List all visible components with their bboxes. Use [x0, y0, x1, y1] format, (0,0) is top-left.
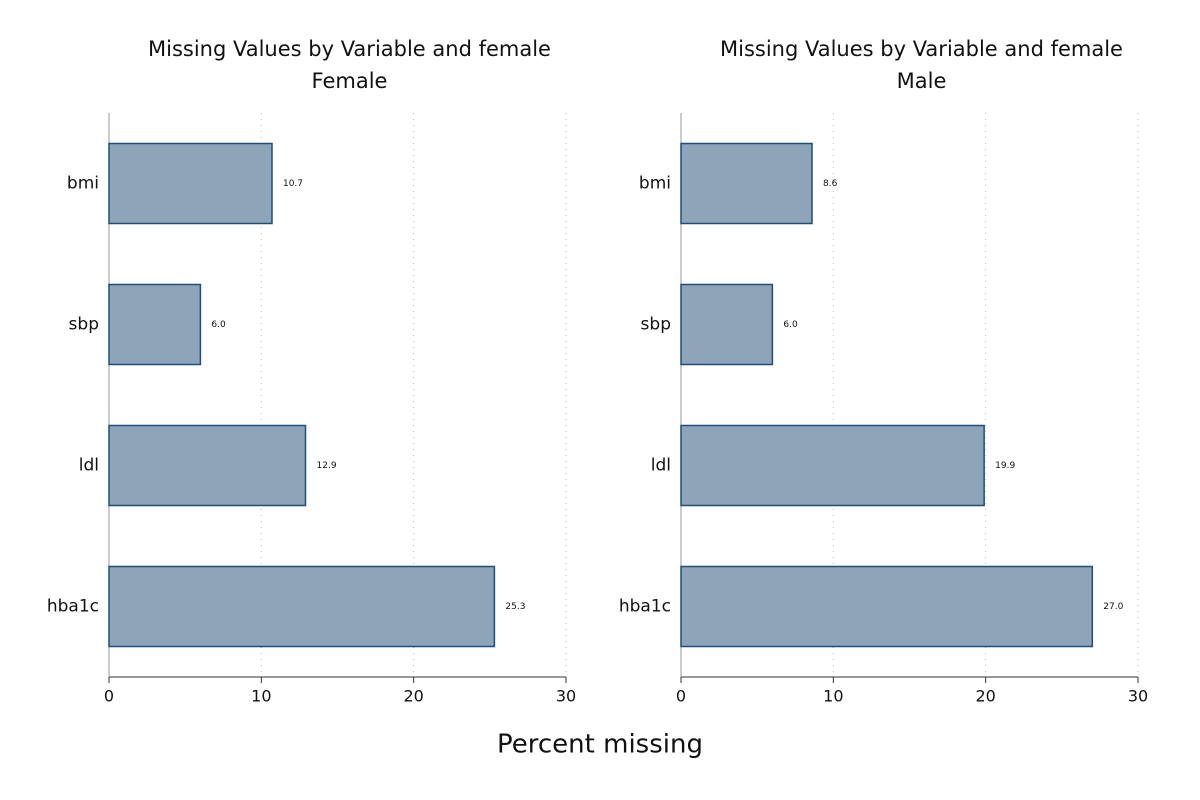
y-tick-label: sbp: [69, 315, 99, 335]
y-tick-label: bmi: [639, 174, 671, 194]
y-tick-label: bmi: [67, 174, 99, 194]
y-tick-label: hba1c: [47, 597, 99, 617]
bar: [108, 424, 307, 507]
x-tick-label: 10: [823, 687, 843, 706]
y-tick-label: sbp: [641, 315, 671, 335]
bar: [680, 283, 774, 366]
data-label: 25.3: [505, 602, 525, 612]
bar: [108, 565, 496, 648]
y-tick-label: ldl: [651, 456, 671, 476]
data-label: 27.0: [1103, 602, 1123, 612]
bar: [108, 142, 273, 225]
chart-title: Missing Values by Variable and female: [148, 37, 551, 61]
y-tick-label: hba1c: [619, 597, 671, 617]
x-tick-label: 0: [676, 687, 686, 706]
chart-subtitle: Female: [312, 69, 388, 93]
bar: [680, 565, 1094, 648]
x-tick-label: 30: [1128, 687, 1148, 706]
data-label: 6.0: [211, 320, 226, 330]
x-tick-label: 20: [975, 687, 995, 706]
data-label: 12.9: [317, 461, 337, 471]
data-label: 19.9: [995, 461, 1015, 471]
data-label: 8.6: [823, 179, 838, 189]
bar: [680, 424, 985, 507]
y-tick-label: ldl: [79, 456, 99, 476]
data-label: 10.7: [283, 179, 303, 189]
chart-subtitle: Male: [897, 69, 947, 93]
x-tick-label: 20: [403, 687, 423, 706]
x-tick-label: 0: [104, 687, 114, 706]
x-axis-label: Percent missing: [497, 730, 703, 760]
bar: [680, 142, 813, 225]
data-label: 6.0: [783, 320, 798, 330]
x-tick-label: 30: [556, 687, 576, 706]
bar: [108, 283, 202, 366]
chart-title: Missing Values by Variable and female: [720, 37, 1123, 61]
x-tick-label: 10: [251, 687, 271, 706]
